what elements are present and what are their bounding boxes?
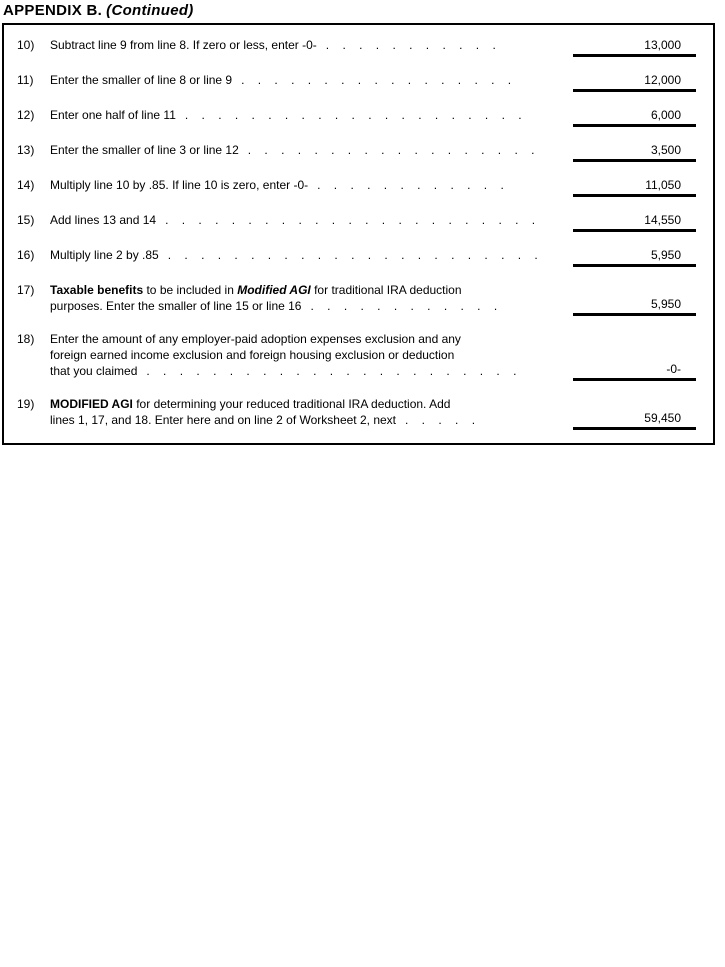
worksheet-row: 14) Multiply line 10 by .85. If line 10 i… [17,177,713,197]
line-value-field: 12,000 [573,72,696,92]
line-description: Taxable benefits to be included in Modif… [50,282,573,314]
line-description: Subtract line 9 from line 8. If zero or … [50,37,573,53]
line-value-field: 11,050 [573,177,696,197]
line-description-text: Subtract line 9 from line 8. If zero or … [50,38,317,52]
line-description-text: that you claimed [50,364,138,378]
line-value-text: 5,950 [650,248,681,262]
line-description: Enter the amount of any employer-paid ad… [50,331,573,379]
dot-leader: . . . . . . . . . . . . . . . . . . [247,143,540,157]
line-number: 15) [17,213,35,227]
dot-leader: . . . . . . . . . . . . . . . . . . . . … [184,108,527,122]
worksheet-box: 10) Subtract line 9 from line 8. If zero … [2,23,715,445]
line-value-field: 59,450 [573,410,696,430]
line-value-text: 13,000 [644,38,681,52]
line-description-text: Multiply line 10 by .85. If line 10 is z… [50,178,309,192]
line-description-text: for determining your reduced traditional… [132,397,451,411]
worksheet-row: 15) Add lines 13 and 14 . . . . . . . . . … [17,212,713,232]
worksheet-row: 17) Taxable benefits to be included in Mo… [17,282,713,316]
line-value-text: -0- [666,362,681,376]
line-description-text: Taxable benefits [50,283,144,297]
line-number: 11) [17,73,34,87]
line-number: 13) [17,143,35,157]
line-value-field: 5,950 [573,247,696,267]
line-description-text: purposes. Enter the smaller of line 15 o… [50,299,302,313]
dot-leader: . . . . . . . . . . . . . . . . . . . . … [167,248,543,262]
appendix-continued-label: (Continued) [106,2,194,19]
dot-leader: . . . . . . . . . . . . . . . . . [241,73,517,87]
worksheet-row: 10) Subtract line 9 from line 8. If zero … [17,37,713,57]
line-value-field: -0- [573,361,696,381]
line-description: Enter the smaller of line 8 or line 9 . .… [50,72,573,88]
line-description: Enter one half of line 11 . . . . . . . .… [50,107,573,123]
line-value-field: 14,550 [573,212,696,232]
line-description-text: to be included in [143,283,238,297]
line-value-text: 5,950 [650,297,681,311]
line-number: 10) [17,38,35,52]
line-description: Multiply line 10 by .85. If line 10 is z… [50,177,573,193]
dot-leader: . . . . . . . . . . . [325,38,501,52]
line-description-text: Modified AGI [237,283,311,297]
appendix-title: APPENDIX B. [3,2,103,19]
line-number: 14) [17,178,35,192]
line-description: Add lines 13 and 14 . . . . . . . . . . .… [50,212,573,228]
line-number: 19) [17,397,35,411]
line-value-text: 12,000 [644,73,681,87]
dot-leader: . . . . . . . . . . . . [310,299,503,313]
line-description-text: Enter the amount of any employer-paid ad… [50,332,461,346]
worksheet-row: 13) Enter the smaller of line 3 or line 1… [17,142,713,162]
line-number: 16) [17,248,35,262]
dot-leader: . . . . . . . . . . . . . . . . . . . . … [165,213,541,227]
worksheet-row: 16) Multiply line 2 by .85 . . . . . . . .… [17,247,713,267]
line-description-text: Enter one half of line 11 [50,108,176,122]
line-value-field: 5,950 [573,296,696,316]
line-description-text: for traditional IRA deduction [310,283,462,297]
line-description: Enter the smaller of line 3 or line 12 . … [50,142,573,158]
line-description-text: Enter the smaller of line 8 or line 9 [50,73,233,87]
line-number: 18) [17,332,35,346]
line-value-text: 59,450 [644,411,681,425]
appendix-header: APPENDIX B. (Continued) [3,2,194,19]
line-number: 12) [17,108,35,122]
line-description: MODIFIED AGI for determining your reduce… [50,396,573,428]
worksheet-row: 11) Enter the smaller of line 8 or line 9… [17,72,713,92]
line-value-text: 6,000 [650,108,681,122]
line-value-field: 3,500 [573,142,696,162]
line-description-text: foreign earned income exclusion and fore… [50,348,455,362]
line-description-text: MODIFIED AGI [50,397,133,411]
line-description-text: lines 1, 17, and 18. Enter here and on l… [50,413,397,427]
line-description-text: Multiply line 2 by .85 [50,248,159,262]
worksheet-row: 12) Enter one half of line 11 . . . . . . … [17,107,713,127]
line-value-text: 3,500 [650,143,681,157]
worksheet-row: 19) MODIFIED AGI for determining your red… [17,396,713,430]
dot-leader: . . . . . . . . . . . . . . . . . . . . … [146,364,522,378]
line-description: Multiply line 2 by .85 . . . . . . . . . … [50,247,573,263]
line-number: 17) [17,283,35,297]
line-value-field: 6,000 [573,107,696,127]
dot-leader: . . . . . [405,413,481,427]
line-value-field: 13,000 [573,37,696,57]
line-description-text: Add lines 13 and 14 [50,213,157,227]
dot-leader: . . . . . . . . . . . . [317,178,509,192]
worksheet-row: 18) Enter the amount of any employer-paid… [17,331,713,381]
line-description-text: Enter the smaller of line 3 or line 12 [50,143,239,157]
line-value-text: 11,050 [645,178,681,192]
line-value-text: 14,550 [644,213,681,227]
